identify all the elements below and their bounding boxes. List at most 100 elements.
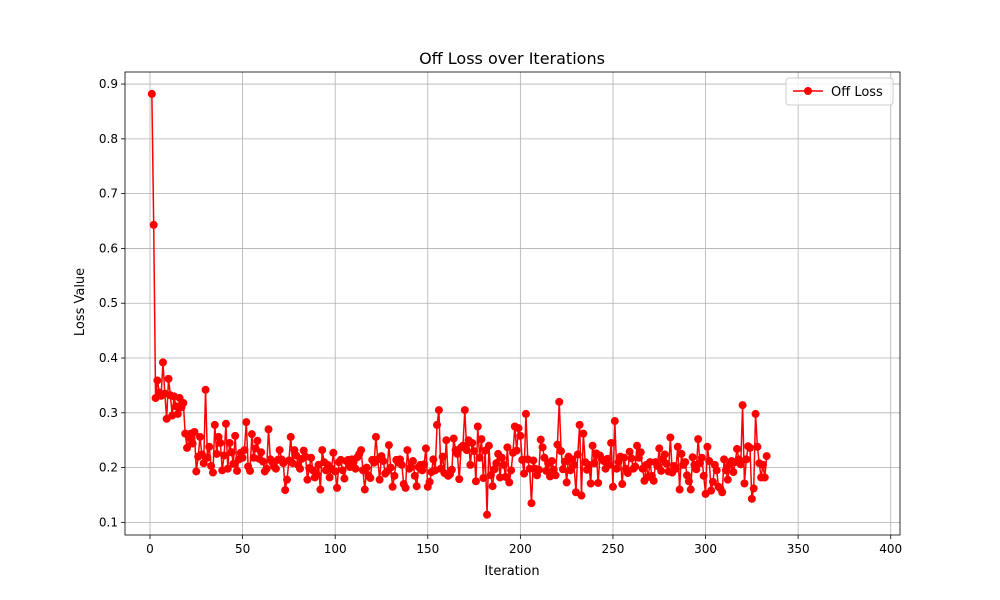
data-point	[620, 453, 629, 462]
data-point	[497, 453, 506, 462]
data-point	[477, 435, 486, 444]
data-point	[325, 473, 334, 482]
data-point	[588, 441, 597, 450]
data-point	[729, 467, 738, 476]
data-point	[388, 482, 397, 491]
data-point	[312, 470, 321, 479]
data-point	[147, 89, 156, 98]
data-point	[149, 220, 158, 229]
x-tick-label: 200	[509, 542, 532, 556]
data-point	[684, 477, 693, 486]
x-tick-label: 150	[416, 542, 439, 556]
data-point	[697, 453, 706, 462]
data-point	[212, 449, 221, 458]
data-point	[562, 478, 571, 487]
data-point	[751, 409, 760, 418]
data-point	[749, 484, 758, 493]
y-axis-label: Loss Value	[73, 268, 88, 336]
data-point	[618, 480, 627, 489]
data-point	[466, 460, 475, 469]
data-point	[505, 478, 514, 487]
data-point	[473, 422, 482, 431]
data-point	[233, 466, 242, 475]
data-point	[190, 427, 199, 436]
data-point	[408, 457, 417, 466]
y-tick-label: 0.4	[99, 351, 118, 365]
x-axis-label: Iteration	[484, 564, 539, 579]
data-point	[536, 435, 545, 444]
data-point	[183, 443, 192, 452]
data-point	[420, 460, 429, 469]
data-point	[207, 461, 216, 470]
data-point	[227, 448, 236, 457]
data-point	[221, 419, 230, 428]
data-point	[483, 510, 492, 519]
data-point	[208, 468, 217, 477]
data-point	[636, 448, 645, 457]
data-point	[666, 433, 675, 442]
data-point	[397, 460, 406, 469]
data-point	[264, 425, 273, 434]
data-point	[486, 471, 495, 480]
grid-lines	[125, 72, 900, 535]
data-point	[471, 477, 480, 486]
data-point	[692, 465, 701, 474]
data-point	[527, 499, 536, 508]
data-point	[362, 463, 371, 472]
data-point	[570, 460, 579, 469]
data-point	[340, 474, 349, 483]
data-point	[655, 444, 664, 453]
data-point	[173, 409, 182, 418]
data-point	[612, 464, 621, 473]
data-point	[307, 453, 316, 462]
data-point	[329, 448, 338, 457]
data-point	[281, 486, 290, 495]
y-tick-label: 0.3	[99, 406, 118, 420]
data-point	[675, 485, 684, 494]
data-point	[740, 479, 749, 488]
data-point	[407, 463, 416, 472]
x-tick-label: 250	[602, 542, 625, 556]
data-point	[283, 475, 292, 484]
data-point	[231, 431, 240, 440]
data-point	[579, 429, 588, 438]
data-point	[577, 491, 586, 500]
data-point	[551, 471, 560, 480]
data-point	[421, 444, 430, 453]
data-point	[262, 464, 271, 473]
data-point	[296, 464, 304, 473]
data-point	[547, 457, 556, 466]
data-point	[375, 475, 384, 484]
data-point	[418, 466, 427, 475]
data-point	[521, 409, 530, 418]
data-point	[646, 458, 654, 467]
data-point	[623, 469, 632, 478]
data-point	[575, 420, 584, 429]
y-tick-label: 0.1	[99, 515, 118, 529]
legend: Off Loss	[785, 77, 894, 106]
data-point	[390, 471, 399, 480]
data-point	[366, 474, 375, 483]
data-point	[475, 453, 484, 462]
data-point	[760, 473, 769, 482]
data-point	[333, 483, 342, 492]
data-point	[238, 453, 247, 462]
data-point	[271, 464, 280, 473]
y-tick-label: 0.2	[99, 461, 118, 475]
data-point	[379, 457, 388, 466]
data-point	[153, 376, 162, 385]
data-point	[746, 443, 754, 452]
data-point	[210, 420, 219, 429]
data-point	[683, 471, 692, 480]
data-point	[747, 494, 756, 503]
data-point	[627, 454, 636, 463]
data-point	[303, 475, 312, 484]
data-point	[479, 474, 488, 483]
data-point	[694, 435, 703, 444]
data-point	[699, 471, 708, 480]
data-point	[633, 441, 642, 450]
data-point	[438, 452, 447, 461]
data-point	[468, 438, 477, 447]
data-point	[529, 456, 538, 465]
data-point	[449, 434, 458, 443]
